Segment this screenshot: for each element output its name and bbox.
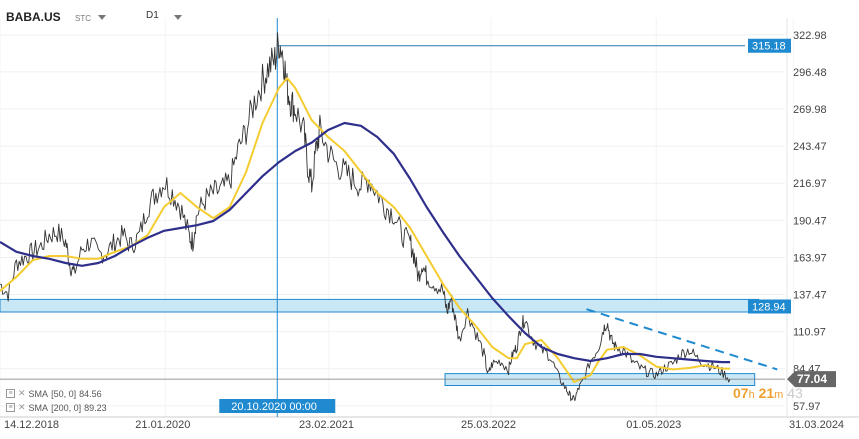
countdown-hours: 07	[733, 385, 749, 401]
y-tick-label: 216.97	[793, 178, 827, 190]
settings-icon[interactable]: ≡	[6, 403, 15, 412]
y-tick-label: 296.48	[793, 67, 827, 79]
y-tick-label: 163.97	[793, 252, 827, 264]
level-label: 315.18	[752, 41, 786, 53]
current-price-box	[787, 371, 836, 388]
level-label-box	[748, 38, 791, 53]
x-tick-label: 31.03.2024	[789, 419, 844, 431]
y-tick-label: 243.47	[793, 141, 827, 153]
support-resistance-zone[interactable]	[0, 298, 760, 313]
legend-sma50[interactable]: ≡ ✕ SMA [50, 0] 84.56	[6, 388, 102, 399]
crosshair-date-label: 20.10.2020 00:00	[231, 401, 317, 413]
y-tick-label: 137.47	[793, 290, 827, 302]
countdown-seconds: 43	[787, 385, 803, 401]
x-tick-label: 21.01.2020	[135, 419, 190, 431]
y-tick-label: 190.47	[793, 215, 827, 227]
x-tick-label: 25.03.2022	[461, 419, 516, 431]
x-tick-label: 14.12.2018	[4, 419, 59, 431]
symbol-dropdown-icon[interactable]	[98, 15, 106, 20]
timeframe-dropdown-icon[interactable]	[174, 15, 182, 20]
legend-sma200-label: SMA	[28, 402, 49, 413]
current-price-label: 77.04	[797, 372, 827, 386]
y-tick-label: 269.98	[793, 104, 827, 116]
sma50-line[interactable]	[0, 77, 731, 383]
trendline[interactable]	[586, 308, 778, 371]
x-tick-label: 23.02.2021	[299, 419, 354, 431]
countdown-minutes: 21	[758, 385, 775, 401]
countdown-m-unit: m	[774, 389, 784, 401]
support-resistance-zone[interactable]	[444, 373, 756, 387]
legend-sma200-value: 89.23	[84, 402, 107, 413]
legend-sma50-label: SMA	[28, 388, 49, 399]
countdown-h-unit: h	[748, 389, 755, 401]
legend-sma200[interactable]: ≡ ✕ SMA [200, 0] 89.23	[6, 402, 107, 413]
level-label-box	[748, 299, 791, 314]
candle-countdown: 07h 21m 43	[733, 385, 803, 401]
timeframe-label[interactable]: D1	[146, 10, 159, 21]
symbol-suffix: STC	[75, 14, 91, 23]
legend-sma50-value: 84.56	[79, 388, 102, 399]
x-tick-label: 01.05.2023	[626, 419, 681, 431]
symbol-name[interactable]: BABA.US	[6, 10, 61, 24]
level-label: 128.94	[752, 301, 786, 313]
crosshair-date-box	[219, 399, 336, 413]
sma200-line[interactable]	[0, 121, 731, 364]
legend-sma200-params: [200, 0]	[51, 402, 82, 413]
legend-sma50-params: [50, 0]	[51, 388, 77, 399]
remove-icon[interactable]: ✕	[18, 402, 26, 412]
price-series-line[interactable]	[0, 32, 731, 402]
remove-icon[interactable]: ✕	[18, 388, 26, 398]
y-tick-label: 110.97	[793, 327, 826, 339]
y-tick-label: 322.98	[793, 30, 827, 42]
settings-icon[interactable]: ≡	[6, 389, 15, 398]
y-tick-label: 57.97	[793, 401, 821, 413]
